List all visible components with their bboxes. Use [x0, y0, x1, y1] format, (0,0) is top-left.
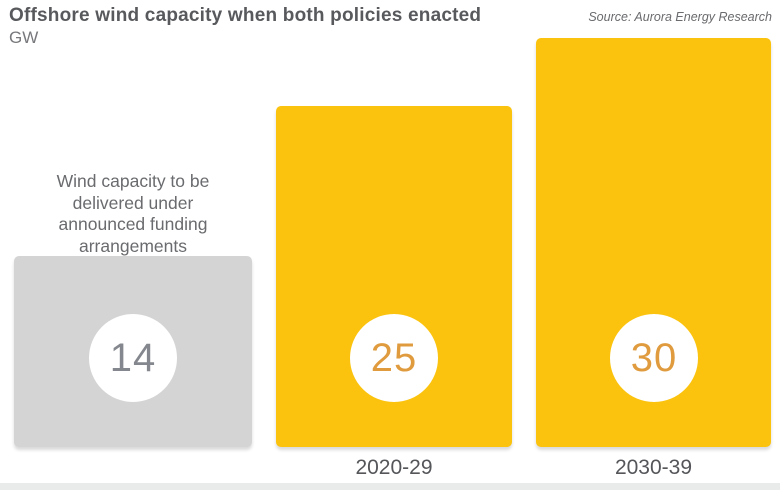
- value-label: 25: [370, 335, 418, 380]
- source-label: Source: Aurora Energy Research: [588, 10, 772, 24]
- value-circle: 14: [89, 314, 177, 402]
- value-label: 14: [109, 335, 157, 380]
- value-circle: 25: [350, 314, 438, 402]
- chart-title: Offshore wind capacity when both policie…: [9, 5, 482, 26]
- value-label: 30: [630, 335, 678, 380]
- bar-annotation: Wind capacity to be delivered under anno…: [56, 171, 210, 256]
- unit-label: GW: [9, 28, 39, 47]
- value-circle: 30: [610, 314, 698, 402]
- x-axis-label: 2020-29: [355, 456, 433, 479]
- bottom-strip: [0, 483, 780, 490]
- x-axis-label: 2030-39: [614, 456, 693, 479]
